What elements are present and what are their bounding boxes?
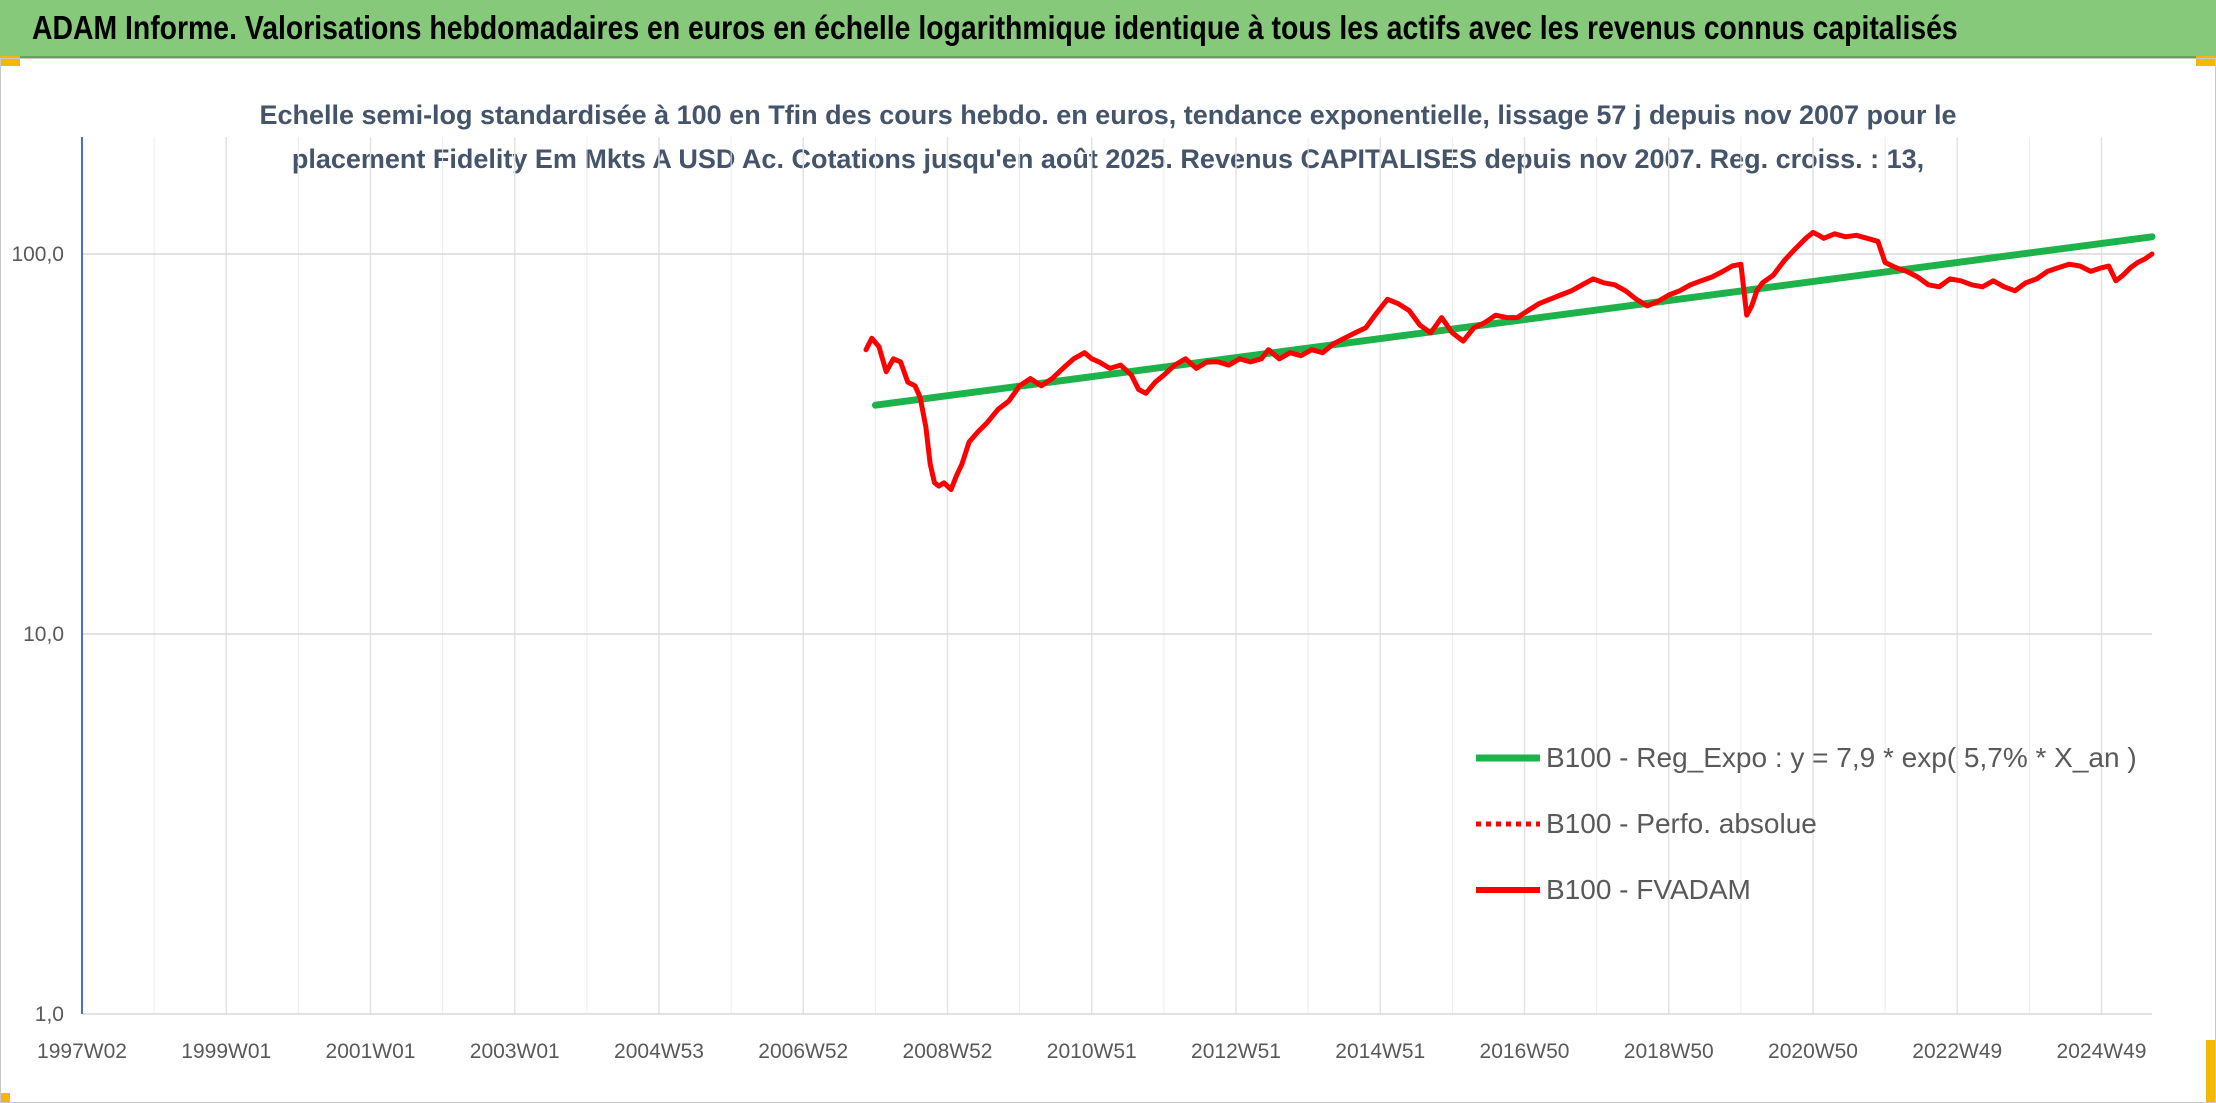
corner-marker-bottom-right — [2206, 1040, 2216, 1103]
y-axis-tick-labels: 1,0 10,0 100,0 — [11, 243, 64, 1026]
y-tick-label-1: 10,0 — [23, 623, 64, 646]
grid — [81, 137, 2152, 1015]
x-tick-label-11: 2018W50 — [1624, 1040, 1714, 1063]
series-line-2 — [863, 229, 2155, 492]
chart-subtitle-line-1: Echelle semi-log standardisée à 100 en T… — [259, 100, 1956, 130]
x-tick-label-6: 2008W52 — [903, 1040, 993, 1063]
x-tick-label-12: 2020W50 — [1768, 1040, 1858, 1063]
x-tick-label-2: 2001W01 — [326, 1040, 416, 1063]
x-tick-label-8: 2012W51 — [1191, 1040, 1281, 1063]
corner-marker-top-right — [2196, 56, 2216, 66]
y-tick-label-0: 1,0 — [35, 1003, 64, 1026]
header-banner: ADAM Informe. Valorisations hebdomadaire… — [0, 0, 2216, 58]
x-tick-label-9: 2014W51 — [1335, 1040, 1425, 1063]
x-tick-label-7: 2010W51 — [1047, 1040, 1137, 1063]
x-axis-tick-labels: 1997W02 1999W01 2001W01 2003W01 2004W53 2006W… — [37, 1040, 2146, 1063]
x-tick-label-14: 2024W49 — [2057, 1040, 2147, 1063]
x-tick-label-3: 2003W01 — [470, 1040, 560, 1063]
corner-marker-bottom-left — [0, 1093, 10, 1103]
legend: B100 - Reg_Expo : y = 7,9 * exp( 5,7% * … — [1476, 742, 2137, 905]
y-tick-label-2: 100,0 — [11, 243, 64, 266]
chart-subtitle-line-2: placement Fidelity Em Mkts A USD Ac. Cot… — [292, 144, 1924, 174]
x-tick-label-1: 1999W01 — [181, 1040, 271, 1063]
x-tick-label-4: 2004W53 — [614, 1040, 704, 1063]
x-tick-label-13: 2022W49 — [1912, 1040, 2002, 1063]
x-tick-label-10: 2016W50 — [1480, 1040, 1570, 1063]
legend-label-absolute: B100 - Perfo. absolue — [1546, 808, 1817, 839]
series-line-0 — [871, 233, 2156, 409]
x-tick-label-0: 1997W02 — [37, 1040, 127, 1063]
corner-marker-top-left — [0, 56, 20, 66]
legend-label-regression: B100 - Reg_Expo : y = 7,9 * exp( 5,7% * … — [1546, 742, 2137, 773]
series — [863, 229, 2156, 492]
x-tick-label-5: 2006W52 — [758, 1040, 848, 1063]
legend-label-fvadam: B100 - FVADAM — [1546, 874, 1751, 905]
page-title: ADAM Informe. Valorisations hebdomadaire… — [32, 9, 1958, 46]
